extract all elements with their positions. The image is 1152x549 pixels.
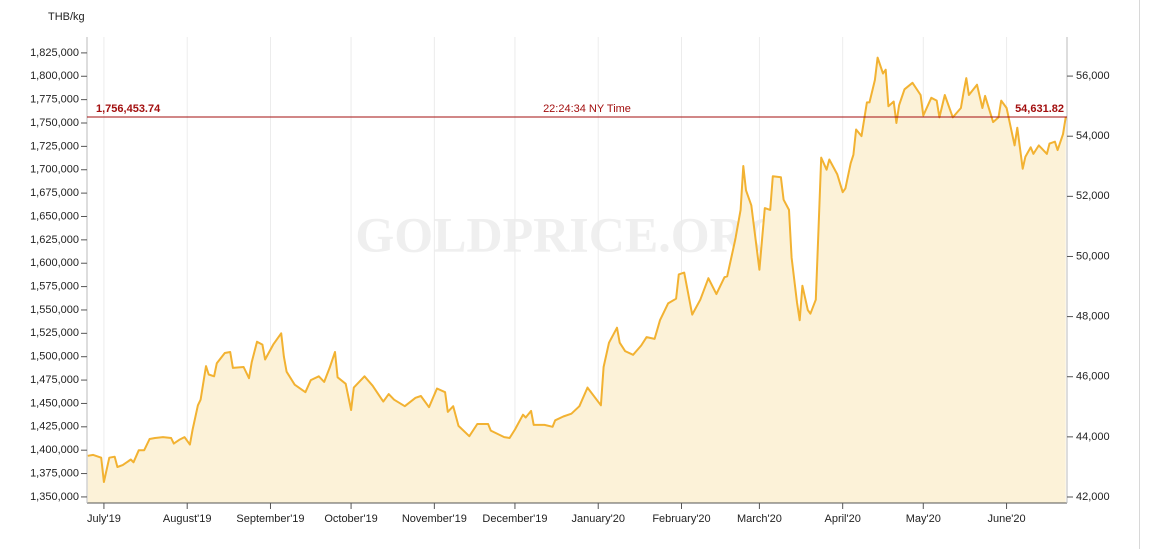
y2-tick-label: 48,000 — [1076, 311, 1110, 323]
y-tick-label: 1,750,000 — [30, 117, 79, 129]
y-tick-label: 1,475,000 — [30, 374, 79, 386]
x-tick-label: December'19 — [482, 513, 547, 525]
time-label: 22:24:34 NY Time — [543, 103, 631, 115]
y-tick-label: 1,800,000 — [30, 70, 79, 82]
y-tick-label: 1,425,000 — [30, 421, 79, 433]
y-tick-label: 1,400,000 — [30, 444, 79, 456]
y-tick-label: 1,600,000 — [30, 257, 79, 269]
x-tick-label: July'19 — [87, 513, 121, 525]
x-tick-label: September'19 — [236, 513, 304, 525]
y-tick-label: 1,650,000 — [30, 210, 79, 222]
y-tick-label: 1,825,000 — [30, 47, 79, 59]
y2-tick-label: 42,000 — [1076, 491, 1110, 503]
y2-tick-label: 44,000 — [1076, 431, 1110, 443]
x-tick-label: February'20 — [652, 513, 710, 525]
y-tick-label: 1,550,000 — [30, 304, 79, 316]
x-tick-label: April'20 — [825, 513, 861, 525]
y-tick-label: 1,725,000 — [30, 140, 79, 152]
x-tick-label: January'20 — [571, 513, 624, 525]
y-tick-label: 1,775,000 — [30, 94, 79, 106]
y-axis-unit: THB/kg — [48, 11, 85, 23]
price-line — [87, 56, 1067, 483]
y-tick-label: 1,525,000 — [30, 327, 79, 339]
y-tick-label: 1,350,000 — [30, 491, 79, 503]
y2-tick-label: 52,000 — [1076, 190, 1110, 202]
current-price-y2-label: 54,631.82 — [1015, 103, 1064, 115]
y-tick-label: 1,700,000 — [30, 164, 79, 176]
y-tick-label: 1,675,000 — [30, 187, 79, 199]
y2-tick-label: 54,000 — [1076, 130, 1110, 142]
x-tick-label: November'19 — [402, 513, 467, 525]
x-tick-label: October'19 — [324, 513, 377, 525]
x-tick-label: August'19 — [163, 513, 212, 525]
y-tick-label: 1,625,000 — [30, 234, 79, 246]
y2-tick-label: 46,000 — [1076, 371, 1110, 383]
current-price-label: 1,756,453.74 — [96, 103, 161, 115]
y-tick-label: 1,500,000 — [30, 351, 79, 363]
plot-area: GOLDPRICE.ORG July'19 August'19 September'1… — [30, 37, 1110, 525]
y2-tick-label: 56,000 — [1076, 70, 1110, 82]
x-tick-label: March'20 — [737, 513, 782, 525]
y2-tick-label: 50,000 — [1076, 250, 1110, 262]
y-tick-label: 1,575,000 — [30, 280, 79, 292]
x-tick-label: May'20 — [906, 513, 941, 525]
y-tick-label: 1,375,000 — [30, 467, 79, 479]
y-tick-label: 1,450,000 — [30, 397, 79, 409]
price-area — [87, 57, 1066, 503]
watermark: GOLDPRICE.ORG — [355, 206, 784, 262]
x-tick-label: June'20 — [987, 513, 1025, 525]
